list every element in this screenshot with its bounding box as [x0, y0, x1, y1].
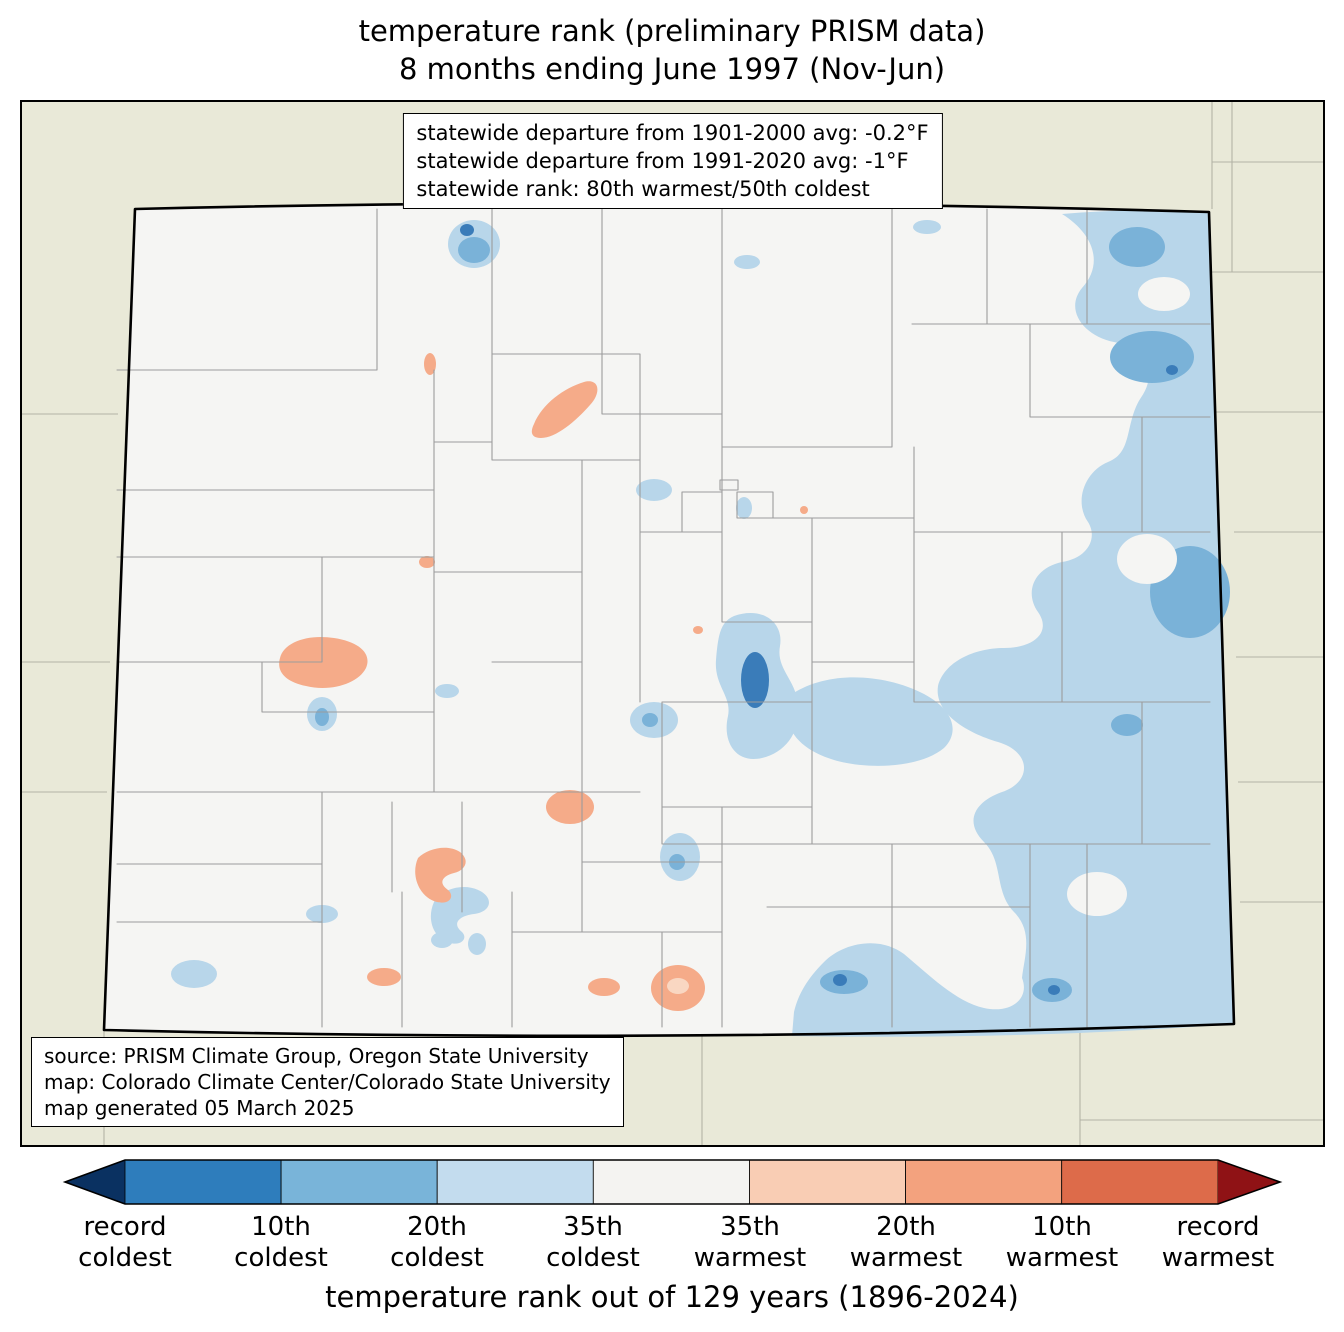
figure-title: temperature rank (preliminary PRISM data…: [0, 12, 1344, 88]
colorbar-tick-10th-coldest: 10th coldest: [234, 1212, 328, 1273]
record-warmest-arrow: [1218, 1160, 1280, 1204]
county-boundaries: [116, 208, 1211, 1028]
map-frame: statewide departure from 1901-2000 avg: …: [20, 100, 1325, 1147]
title-line-1: temperature rank (preliminary PRISM data…: [358, 14, 986, 48]
source-line-3: map generated 05 March 2025: [44, 1096, 355, 1120]
statewide-stats-box: statewide departure from 1901-2000 avg: …: [402, 113, 943, 209]
colorbar-caption: temperature rank out of 129 years (1896-…: [325, 1280, 1019, 1314]
cold-rank-regions: [171, 210, 1234, 1037]
colorbar-tick-35th-coldest: 35th coldest: [546, 1212, 640, 1273]
title-line-2: 8 months ending June 1997 (Nov-Jun): [398, 52, 946, 86]
colorbar-tick-10th-warmest: 10th warmest: [1005, 1212, 1119, 1273]
record-coldest-arrow: [65, 1160, 125, 1204]
source-line-2: map: Colorado Climate Center/Colorado St…: [44, 1070, 611, 1094]
colorbar-tick-record-coldest: record coldest: [78, 1212, 172, 1273]
warm-rank-regions: [279, 353, 808, 1011]
colorbar-tick-20th-coldest: 20th coldest: [390, 1212, 484, 1273]
colorbar-segment-35th-warmest: [749, 1159, 907, 1205]
colorbar-segment-10th-warmest: [1061, 1159, 1219, 1205]
colorbar-tick-record-warmest: record warmest: [1161, 1212, 1275, 1273]
colorbar-segment-35th-coldest: [436, 1159, 594, 1205]
source-line-1: source: PRISM Climate Group, Oregon Stat…: [44, 1044, 589, 1068]
colorbar-segment-near-normal: [592, 1159, 750, 1205]
colorbar-tick-35th-warmest: 35th warmest: [693, 1212, 807, 1273]
source-credit-box: source: PRISM Climate Group, Oregon Stat…: [31, 1037, 624, 1127]
stats-line-3: statewide rank: 80th warmest/50th coldes…: [416, 177, 870, 201]
colorbar: [62, 1159, 1283, 1205]
colorbar-outline: [62, 1159, 1283, 1205]
stats-line-1: statewide departure from 1901-2000 avg: …: [416, 121, 929, 145]
colorado-state-fill: [104, 203, 1234, 1036]
colorbar-segment-20th-warmest: [905, 1159, 1063, 1205]
colorbar-segment-10th-coldest: [124, 1159, 282, 1205]
colorbar-tick-labels: record coldest 10th coldest 20th coldest 35…: [0, 1212, 1344, 1278]
colorado-map: [22, 102, 1323, 1145]
stats-line-2: statewide departure from 1991-2020 avg: …: [416, 149, 909, 173]
colorbar-segment-20th-coldest: [280, 1159, 438, 1205]
colorbar-tick-20th-warmest: 20th warmest: [849, 1212, 963, 1273]
